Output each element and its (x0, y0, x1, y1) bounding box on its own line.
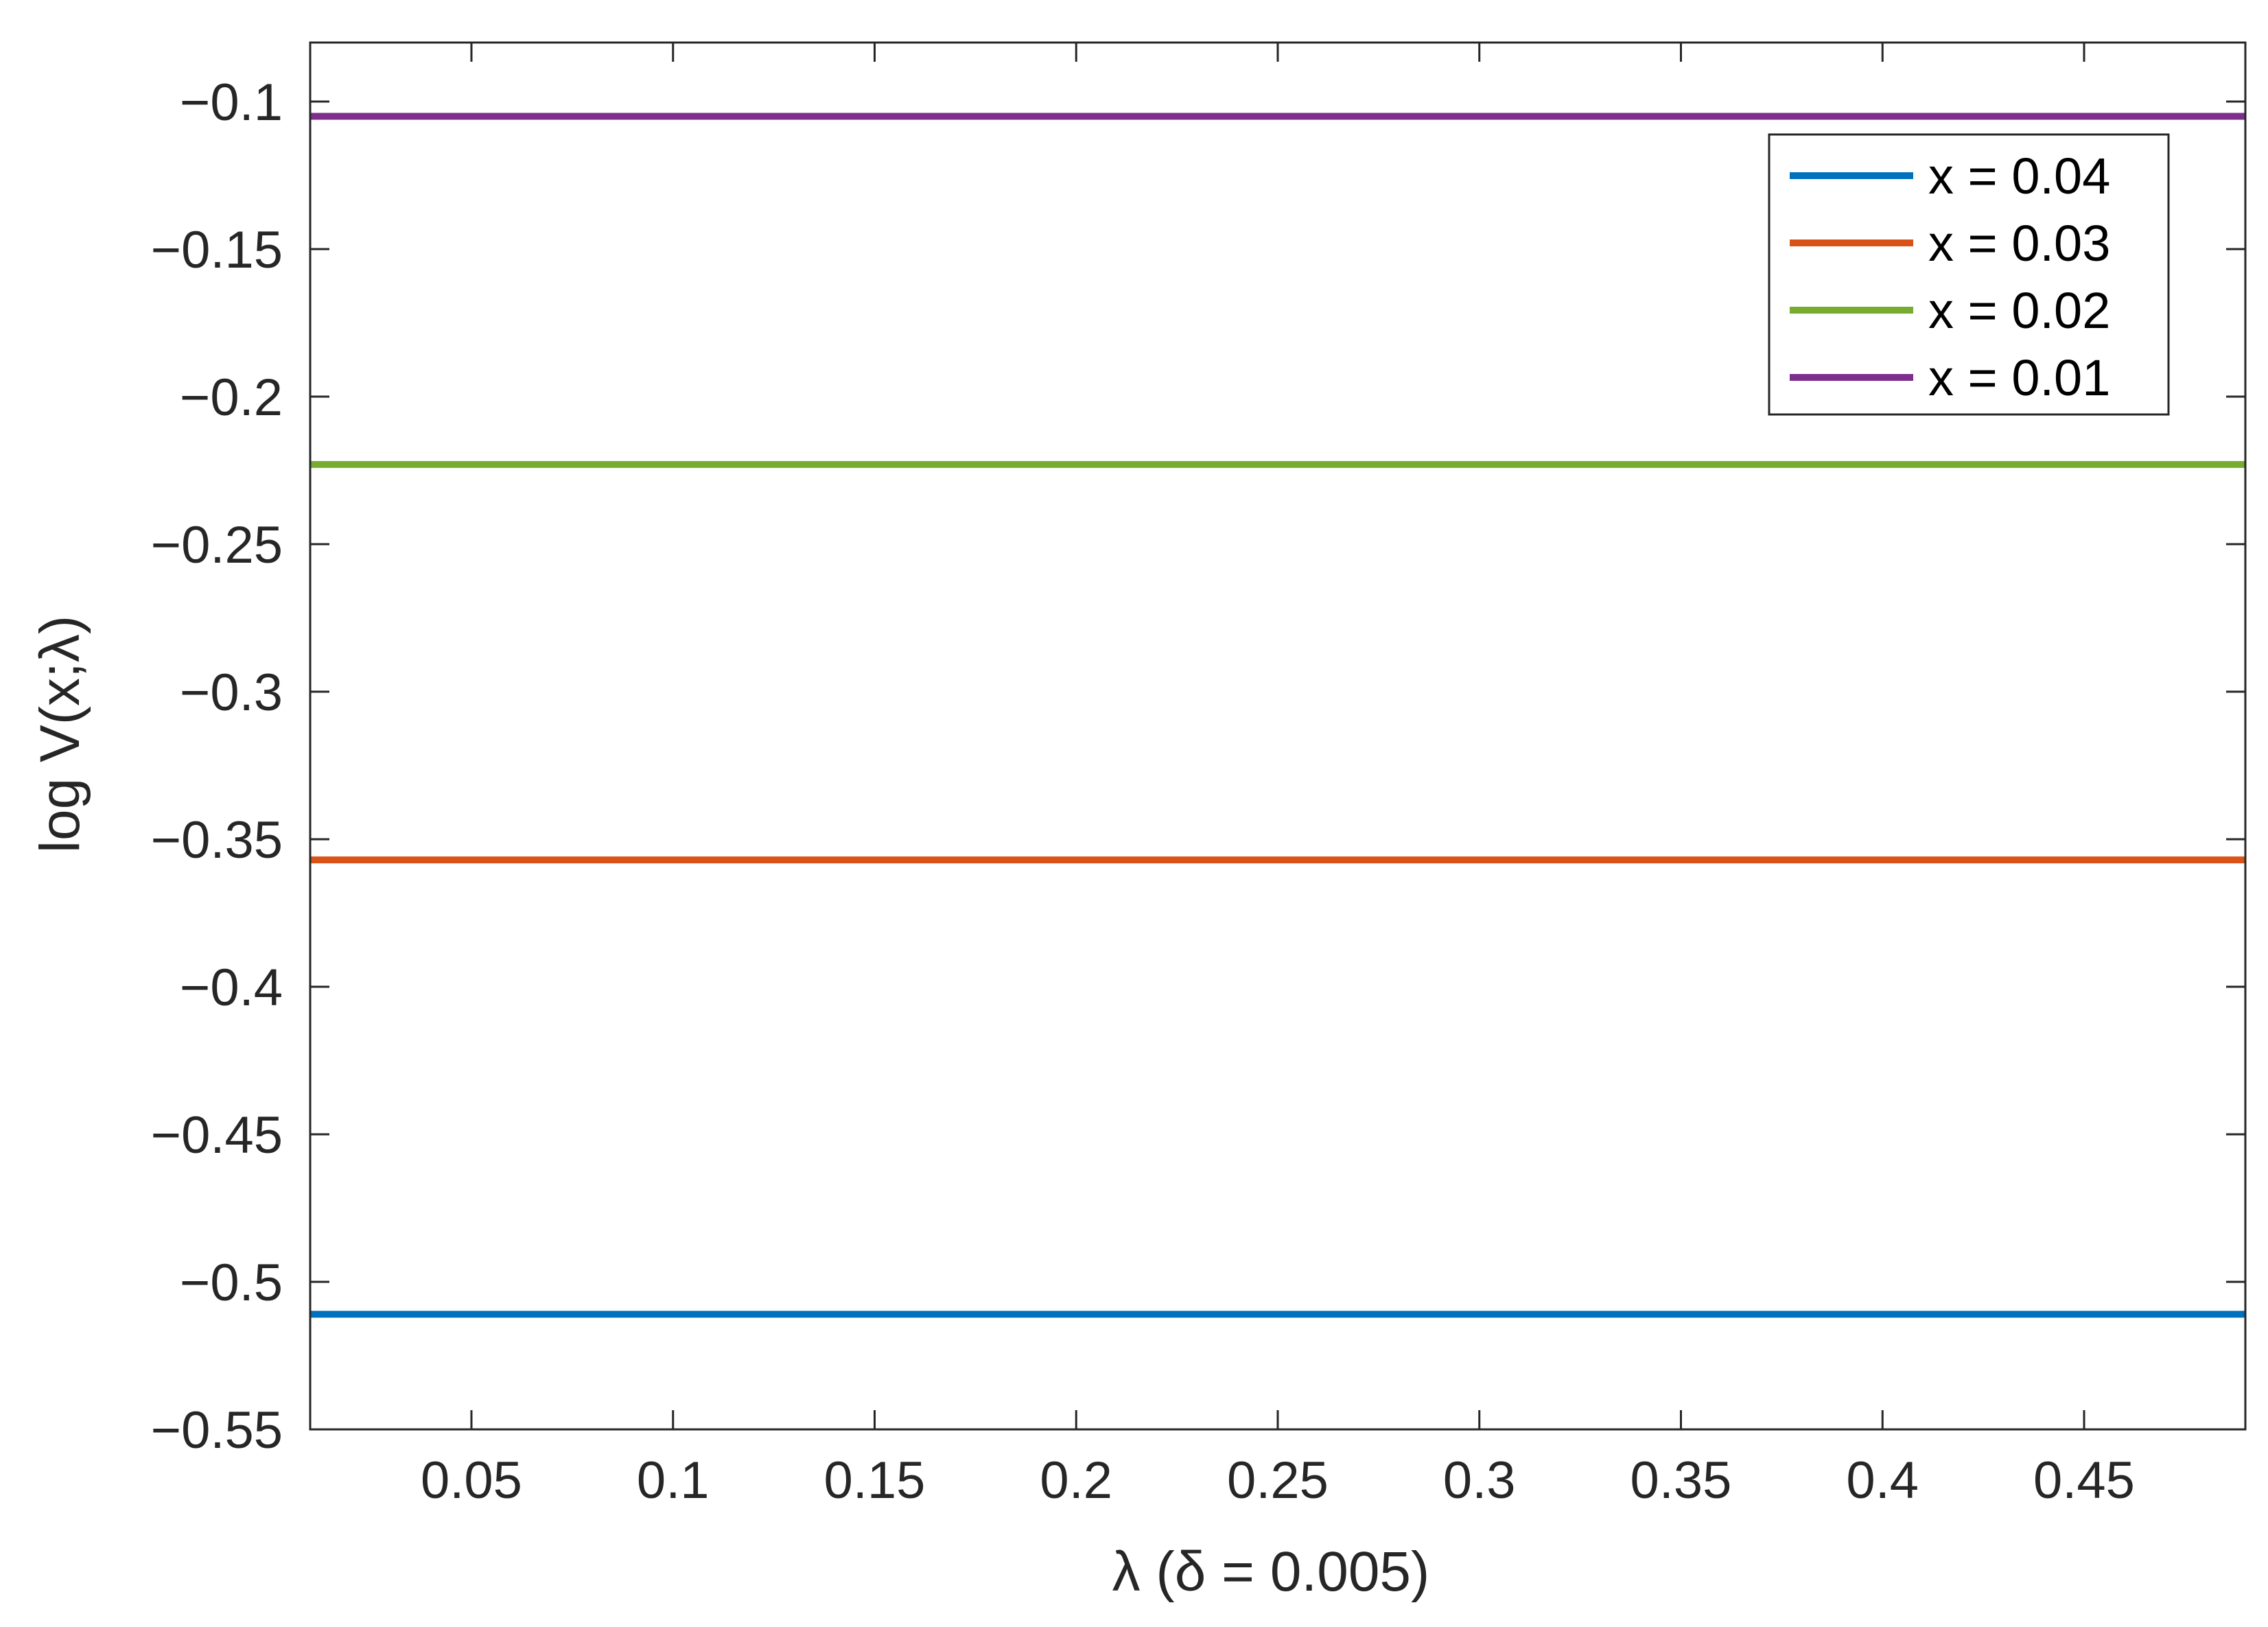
y-tick-label: −0.25 (151, 516, 283, 574)
x-tick-label: 0.1 (637, 1451, 710, 1510)
y-axis-ticks: −0.1 −0.15 −0.2 −0.25 −0.3 −0.35 −0.4 −0.45 −0.5… (151, 73, 2245, 1460)
x-tick-label: 0.45 (2033, 1451, 2135, 1510)
x-tick-label: 0.3 (1443, 1451, 1516, 1510)
y-tick-label: −0.5 (180, 1254, 283, 1312)
y-tick-label: −0.4 (180, 959, 283, 1017)
x-axis-ticks: 0.05 0.1 0.15 0.2 0.25 0.3 0.35 0.4 0.45 (421, 43, 2135, 1510)
y-tick-label: −0.1 (180, 73, 283, 132)
legend-label-4: x = 0.01 (1928, 349, 2110, 406)
series-layer (310, 113, 2245, 1318)
x-tick-label: 0.05 (421, 1451, 522, 1510)
legend-box (1768, 133, 2170, 416)
x-tick-label: 0.15 (824, 1451, 926, 1510)
x-tick-label: 0.25 (1227, 1451, 1329, 1510)
legend-label-1: x = 0.04 (1928, 148, 2110, 204)
legend-label-3: x = 0.02 (1928, 282, 2110, 339)
legend: x = 0.04 x = 0.03 x = 0.02 x = 0.01 (1768, 133, 2170, 416)
x-axis-label: λ (δ = 0.005) (1112, 1541, 1430, 1603)
y-tick-label: −0.2 (180, 368, 283, 427)
x-tick-label: 0.2 (1040, 1451, 1112, 1510)
y-tick-label: −0.35 (151, 811, 283, 869)
y-axis-label: log V(x;λ) (29, 616, 91, 853)
x-tick-label: 0.4 (1846, 1451, 1919, 1510)
x-tick-label: 0.35 (1630, 1451, 1732, 1510)
y-tick-label: −0.55 (151, 1401, 283, 1460)
legend-label-2: x = 0.03 (1928, 215, 2110, 272)
y-tick-label: −0.3 (180, 664, 283, 722)
y-tick-label: −0.15 (151, 221, 283, 279)
y-tick-label: −0.45 (151, 1106, 283, 1164)
